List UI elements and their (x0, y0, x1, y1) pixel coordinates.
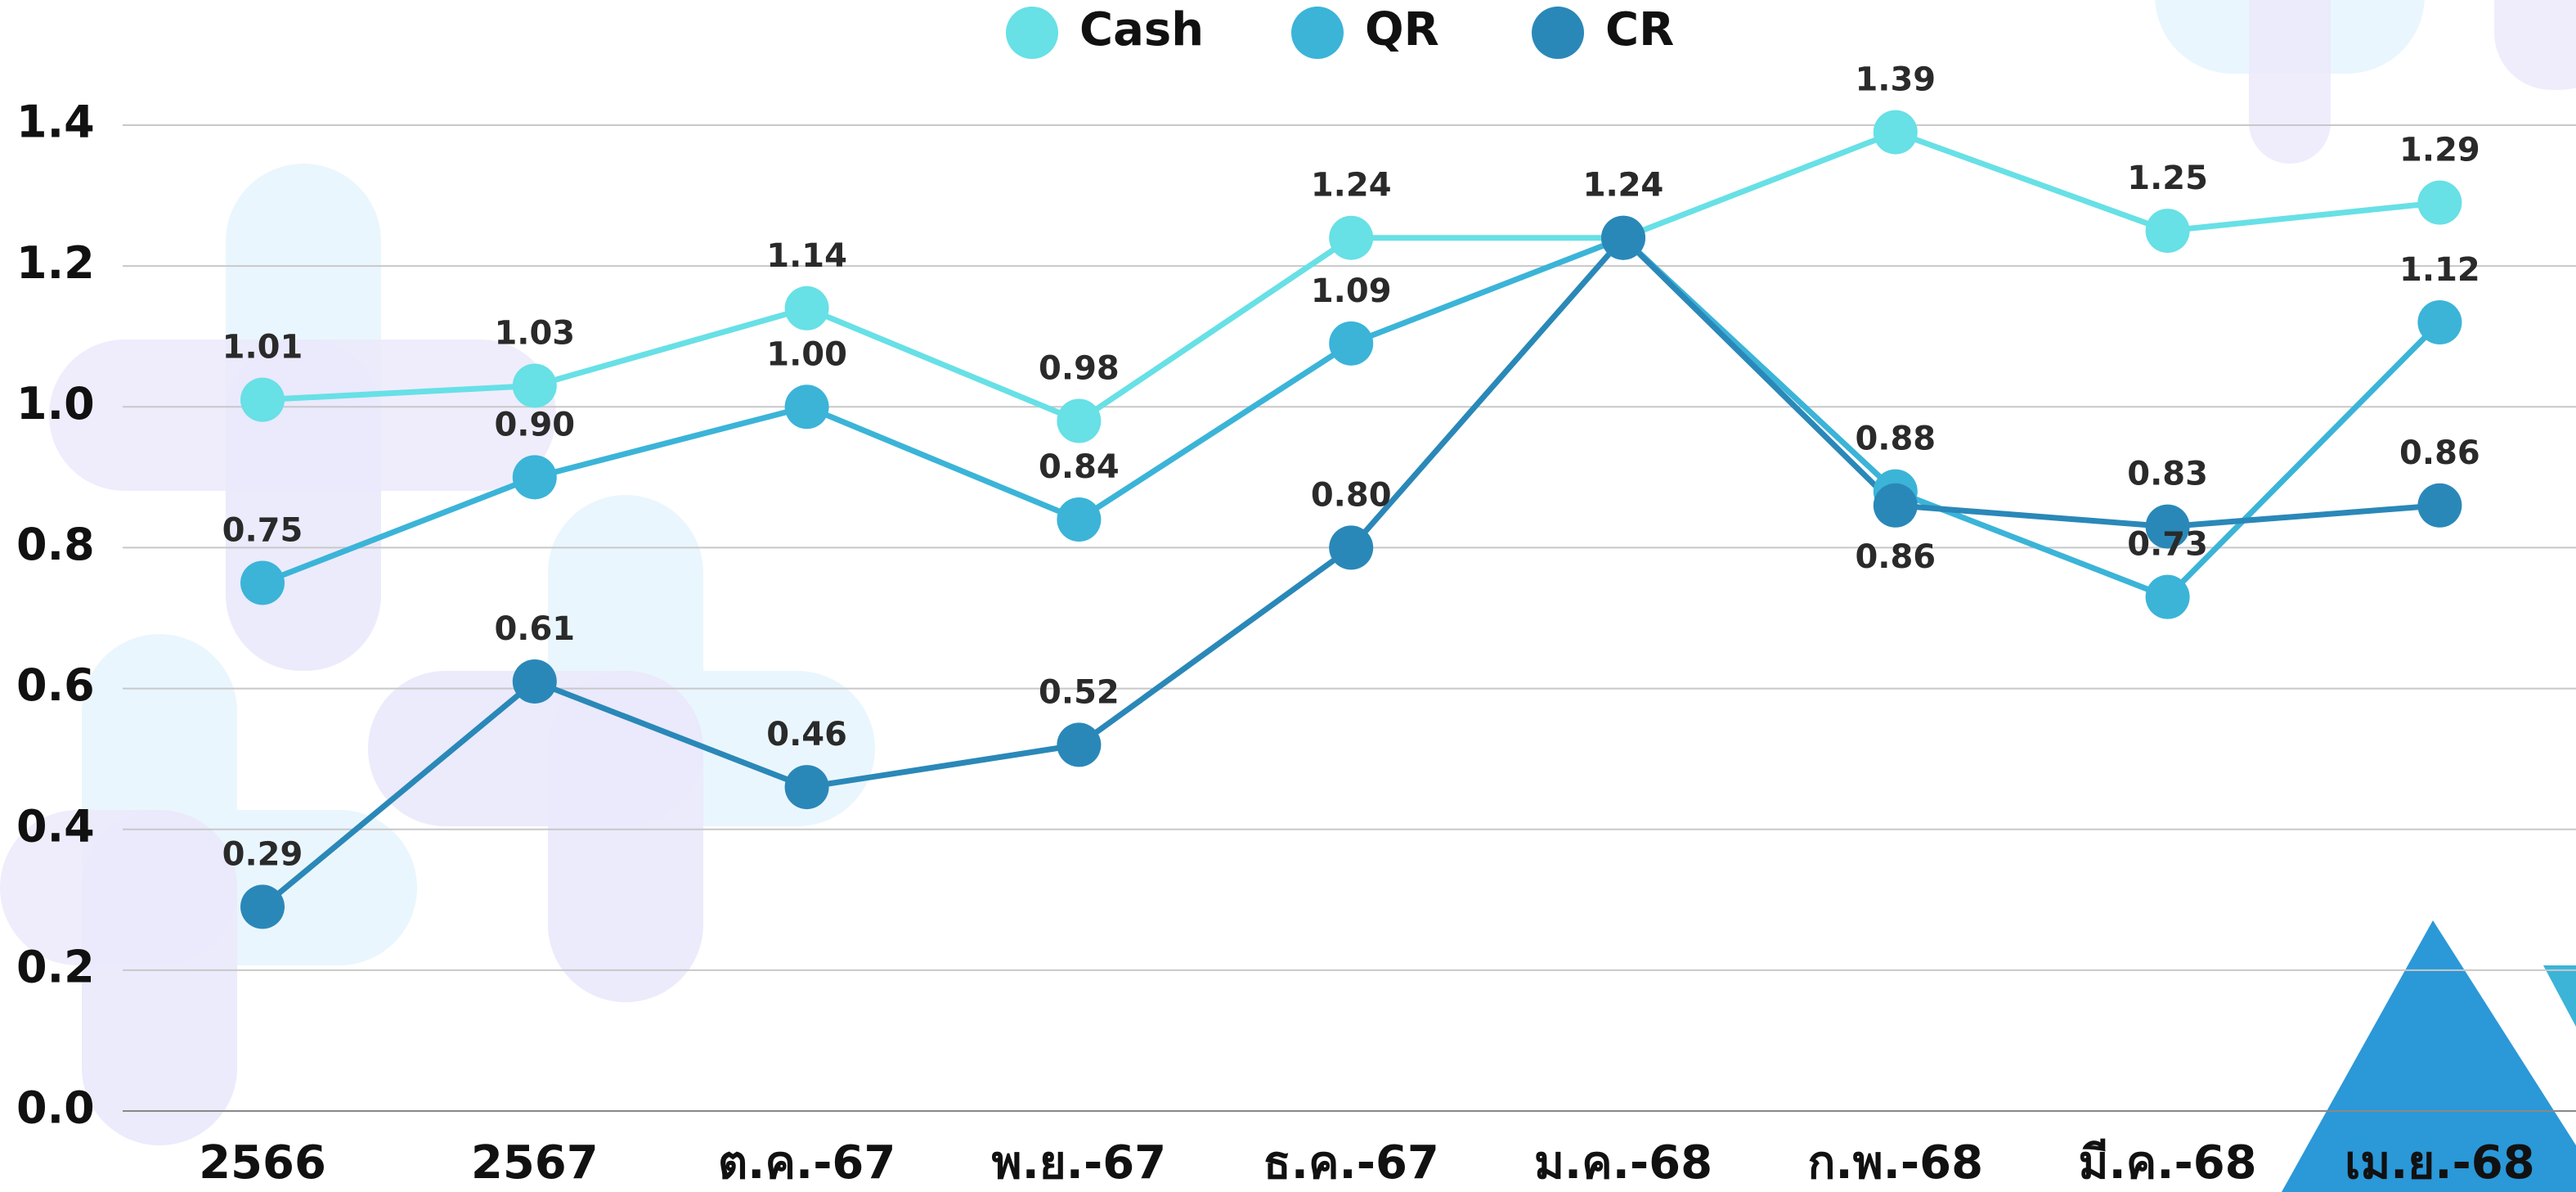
data-label: 0.46 (766, 716, 847, 753)
y-tick-label: 1.4 (16, 97, 95, 148)
data-point (1057, 497, 1102, 542)
data-point (1057, 398, 1102, 443)
y-tick-label: 0.8 (16, 519, 95, 570)
y-tick-label: 0.4 (16, 800, 95, 852)
data-label: 1.01 (222, 329, 303, 367)
y-tick-label: 0.2 (16, 941, 95, 992)
data-point (784, 765, 829, 810)
data-point (2417, 180, 2462, 225)
x-tick-label: มี.ค.-68 (2079, 1136, 2257, 1190)
y-tick-label: 1.0 (16, 378, 95, 430)
labels: 1.01 1.03 1.14 0.98 1.24 1.24 1.39 1.25 1.29 0.75… (222, 61, 2480, 874)
data-point (1873, 110, 1918, 155)
data-label: 1.39 (1855, 61, 1936, 99)
x-tick-label: ต.ค.-67 (718, 1136, 896, 1190)
legend-label: CR (1605, 3, 1674, 56)
legend: Cash QR CR (1006, 3, 1674, 59)
data-point (512, 363, 557, 408)
y-tick-label: 1.2 (16, 237, 95, 289)
data-point (1329, 215, 1374, 260)
data-label: 0.29 (222, 835, 303, 873)
data-point (2145, 504, 2190, 549)
data-label: 0.73 (2127, 526, 2208, 564)
data-label: 0.61 (494, 610, 575, 648)
series-points (240, 110, 2462, 929)
data-point (2145, 209, 2190, 254)
data-label: 1.24 (1583, 167, 1664, 205)
data-point (1601, 215, 1645, 260)
data-label: 1.29 (2399, 132, 2480, 169)
legend-swatch (1006, 7, 1058, 59)
data-point (512, 659, 557, 704)
x-tick-label: เม.ย.-68 (2345, 1136, 2535, 1190)
y-tick-label: 0.0 (16, 1082, 95, 1134)
data-point (1057, 722, 1102, 767)
data-label: 0.84 (1039, 448, 1120, 486)
data-point (784, 385, 829, 430)
data-label: 1.24 (1583, 167, 1664, 205)
x-tick-label: ม.ค.-68 (1534, 1136, 1712, 1190)
data-point (240, 377, 285, 422)
data-point (2417, 483, 2462, 528)
data-point (1329, 525, 1374, 570)
data-label: 0.86 (2399, 434, 2480, 472)
data-label: 0.86 (1855, 538, 1936, 576)
data-label: 1.24 (1311, 167, 1392, 205)
data-label: 0.88 (1855, 421, 1936, 458)
legend-label: Cash (1079, 3, 1204, 56)
legend-swatch (1532, 7, 1584, 59)
data-point (240, 884, 285, 929)
y-tick-label: 0.6 (16, 659, 95, 711)
x-tick-label: ก.พ.-68 (1808, 1136, 1984, 1190)
grid: 0.0 0.2 0.4 0.6 0.8 1.0 1.2 1.4 2566 2567 ต.ค.-67 พ… (16, 97, 2576, 1190)
x-tick-label: พ.ย.-67 (992, 1136, 1166, 1190)
data-point (1329, 321, 1374, 366)
data-point (1873, 483, 1918, 528)
data-label: 1.09 (1311, 272, 1392, 310)
data-label: 1.25 (2127, 160, 2208, 197)
data-label: 1.14 (766, 237, 847, 275)
data-point (2417, 300, 2462, 344)
legend-label: QR (1365, 3, 1439, 56)
x-tick-label: 2566 (199, 1136, 326, 1190)
data-label: 0.90 (494, 406, 575, 443)
data-label: 0.98 (1039, 350, 1120, 388)
data-label: 0.83 (2127, 456, 2208, 493)
data-label: 0.75 (222, 511, 303, 549)
data-label: 1.03 (494, 314, 575, 352)
data-label: 0.52 (1039, 673, 1120, 711)
data-point (2145, 574, 2190, 619)
data-label: 1.12 (2399, 251, 2480, 289)
data-point (784, 286, 829, 331)
data-label: 0.80 (1311, 476, 1392, 514)
x-tick-label: 2567 (471, 1136, 599, 1190)
data-label: 1.00 (766, 335, 847, 373)
legend-swatch (1291, 7, 1344, 59)
x-tick-label: ธ.ค.-67 (1263, 1136, 1439, 1190)
data-label: 1.24 (1583, 167, 1664, 205)
data-point (240, 560, 285, 605)
data-point (512, 455, 557, 500)
